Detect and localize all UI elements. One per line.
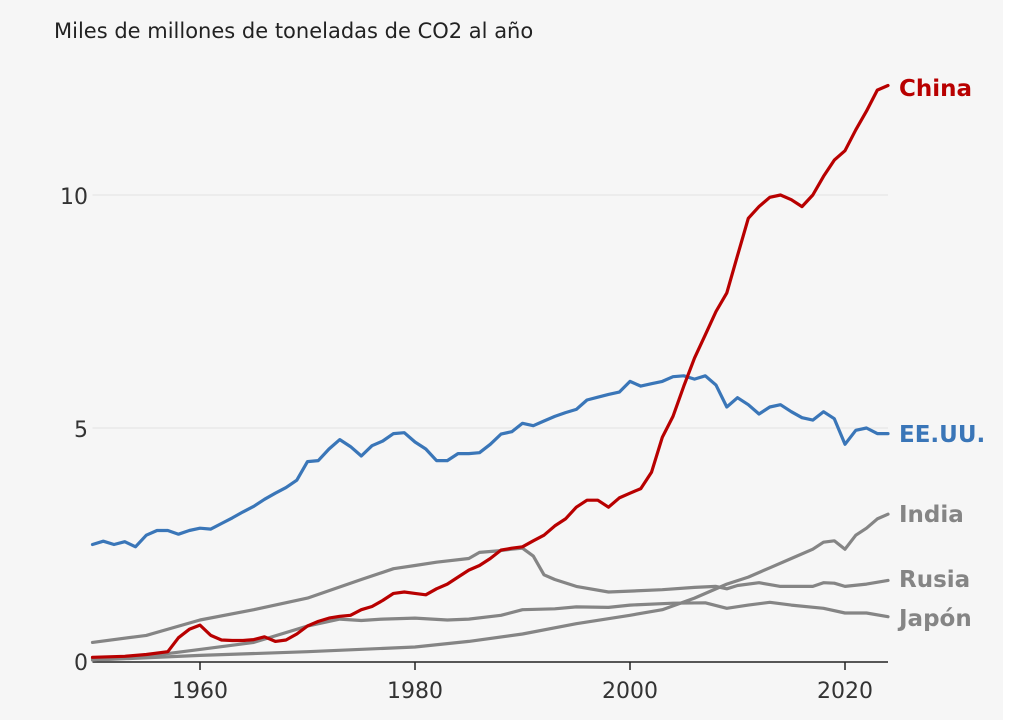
y-tick-label: 10 bbox=[60, 185, 88, 210]
series-line-china bbox=[90, 83, 890, 659]
series-line-japn bbox=[90, 600, 890, 661]
chart-background: Miles de millones de toneladas de CO2 al… bbox=[54, 19, 986, 704]
series-label-rusia: Rusia bbox=[899, 567, 970, 593]
x-tick-label: 2020 bbox=[817, 679, 873, 704]
series-label-india: India bbox=[899, 502, 964, 528]
series-line-india bbox=[90, 512, 890, 662]
series-label-china: China bbox=[899, 76, 972, 102]
y-tick-label: 5 bbox=[74, 418, 88, 443]
series-label-japn: Japón bbox=[897, 606, 972, 632]
x-tick-label: 1980 bbox=[387, 679, 443, 704]
line-chart: Miles de millones de toneladas de CO2 al… bbox=[54, 19, 985, 704]
series-label-eeuu: EE.UU. bbox=[899, 422, 985, 448]
series-line-rusia bbox=[90, 546, 890, 644]
x-tick-label: 2000 bbox=[602, 679, 658, 704]
chart-title: Miles de millones de toneladas de CO2 al… bbox=[54, 19, 533, 43]
y-tick-label: 0 bbox=[74, 651, 88, 676]
x-tick-label: 1960 bbox=[172, 679, 228, 704]
series-line-eeuu bbox=[90, 374, 890, 549]
